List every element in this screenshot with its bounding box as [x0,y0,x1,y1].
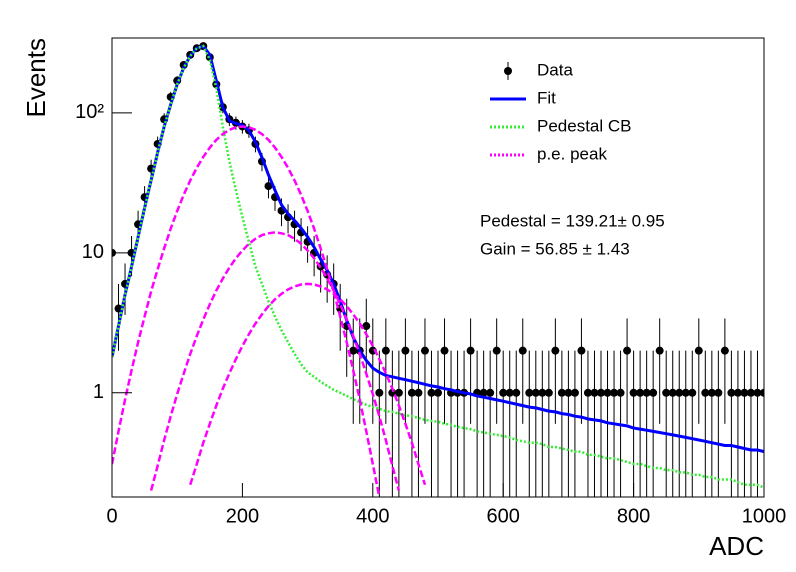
data-point [746,388,755,397]
legend-label: Data [537,60,573,79]
data-point [349,346,358,355]
data-point [727,388,736,397]
data-point [401,346,410,355]
x-tick-label: 200 [226,505,259,527]
data-point [375,388,384,397]
data-point [570,388,579,397]
data-point [551,346,560,355]
data-point [525,388,534,397]
data-point [394,388,403,397]
data-point [616,388,625,397]
fit-curve [112,44,764,454]
data-point [694,346,703,355]
data-point [564,388,573,397]
data-point [531,388,540,397]
annotation: Pedestal = 139.21± 0.95 [480,211,665,230]
annotation: Gain = 56.85 ± 1.43 [480,239,630,258]
data-point [577,346,586,355]
data-point [479,388,488,397]
data-point [420,346,429,355]
data-point [492,346,501,355]
legend-marker [504,67,512,75]
data-point [649,388,658,397]
x-tick-label: 0 [106,505,117,527]
data-point [714,388,723,397]
y-tick-label: 1 [93,381,104,403]
data-point [427,388,436,397]
data-point [662,388,671,397]
data-point [642,388,651,397]
data-point [740,388,749,397]
data-point [512,388,521,397]
data-point [688,388,697,397]
x-tick-label: 600 [487,505,520,527]
data-point [655,346,664,355]
data-point [610,388,619,397]
data-point [264,182,273,191]
data-point [505,388,514,397]
x-tick-label: 1000 [742,505,787,527]
data-point [760,388,764,397]
data-point [544,388,553,397]
pe-peak-curve [189,282,427,486]
data-point [518,346,527,355]
data-point [440,346,449,355]
y-tick-label: 10² [75,101,104,123]
data-point [597,388,605,397]
data-point [557,388,566,397]
data-point [583,388,592,397]
pe-peak-curve [149,231,401,491]
legend-label: Fit [537,88,556,107]
data-point [733,388,742,397]
data-point [681,388,690,397]
data-point [623,346,632,355]
data-point [636,388,645,397]
data-point [675,388,684,397]
data-point [499,388,508,397]
data-point [701,388,710,397]
data-point [538,388,547,397]
data-point [466,346,475,355]
data-point [629,388,638,397]
x-axis-label: ADC [709,531,764,561]
frame [111,37,765,498]
x-tick-label: 800 [617,505,650,527]
data-point [362,322,371,331]
legend-label: Pedestal CB [537,116,632,135]
data-point [381,346,390,355]
data-point [603,388,612,397]
data-point [720,346,729,355]
legend-label: p.e. peak [537,144,607,163]
data-point [486,388,495,397]
data-point [668,388,677,397]
data-point [434,388,442,397]
data-point [590,388,599,397]
data-point [707,388,716,397]
plot-area [112,42,764,497]
data-point [414,388,423,397]
y-axis-label: Events [21,38,51,118]
x-tick-label: 400 [356,505,389,527]
y-tick-label: 10 [82,241,104,263]
data-point [753,388,762,397]
data-point [407,388,416,397]
